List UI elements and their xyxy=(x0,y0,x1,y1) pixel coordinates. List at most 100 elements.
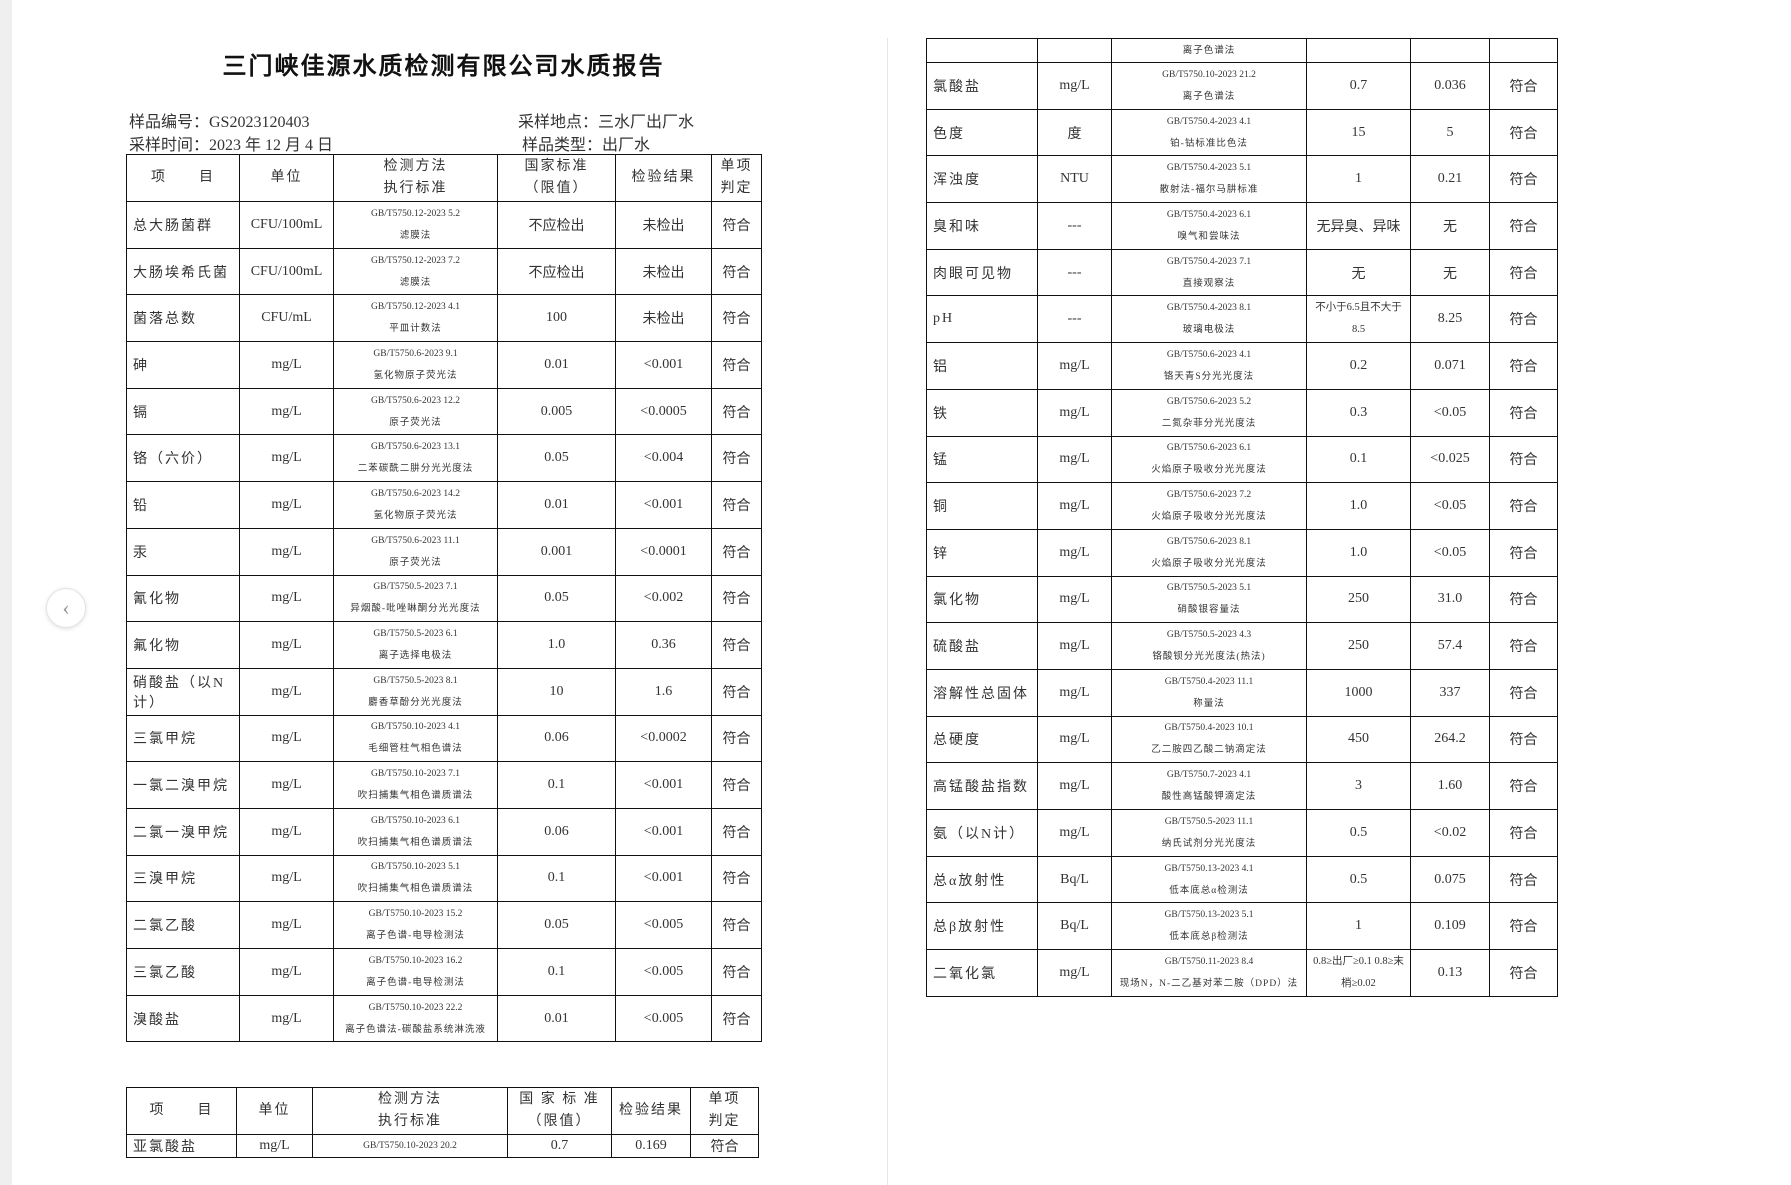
unit: mg/L xyxy=(1037,668,1112,717)
limit: 100 xyxy=(497,294,616,343)
table-row: 氯化物 mg/L GB/T5750.5-2023 5.1 硝酸银容量法 250 31.0 符… xyxy=(926,575,1558,624)
limit: 不应检出 xyxy=(497,201,616,249)
item-name: 大肠埃希氏菌 xyxy=(126,247,240,296)
table-row: 浑浊度 NTU GB/T5750.4-2023 5.1 散射法-福尔马肼标准 1 0.21… xyxy=(926,155,1558,204)
method: GB/T5750.10-2023 4.1 毛细管柱气相色谱法 xyxy=(333,714,498,763)
unit: mg/L xyxy=(1037,809,1112,857)
unit: CFU/mL xyxy=(239,294,334,343)
table-row: 二氯乙酸 mg/L GB/T5750.10-2023 15.2 离子色谱-电导检测法 0… xyxy=(126,901,762,949)
result: <0.05 xyxy=(1410,388,1490,437)
result: <0.0005 xyxy=(615,387,712,436)
unit: mg/L xyxy=(239,341,334,389)
previous-page-button[interactable]: ‹ xyxy=(46,588,86,628)
unit: mg/L xyxy=(239,761,334,809)
limit: 0.7 xyxy=(507,1134,612,1158)
item-name: 总大肠菌群 xyxy=(126,201,240,249)
table-header-row: 项 目 单位 检测方法 执行标准 国家标准 （限值） 检验结果 单项 判定 xyxy=(126,154,762,202)
method: GB/T5750.4-2023 11.1 称量法 xyxy=(1111,668,1307,717)
unit: mg/L xyxy=(239,901,334,949)
unit: mg/L xyxy=(1037,762,1112,810)
result: <0.002 xyxy=(615,574,712,623)
item-name: 砷 xyxy=(126,341,240,389)
method: GB/T5750.10-2023 5.1 吹扫捕集气相色谱质谱法 xyxy=(333,854,498,903)
report-title: 三门峡佳源水质检测有限公司水质报告 xyxy=(222,54,665,80)
judgement: 符合 xyxy=(1489,949,1558,997)
unit: mg/L xyxy=(1037,622,1112,670)
unit: mg/L xyxy=(1037,528,1112,577)
result: <0.001 xyxy=(615,854,712,903)
item-name: 硝酸盐（以N计） xyxy=(126,667,240,716)
limit: 0.001 xyxy=(497,527,616,576)
judgement: 符合 xyxy=(690,1134,759,1158)
table-row: 总β放射性 Bq/L GB/T5750.13-2023 5.1 低本底总β检测法 1 0.… xyxy=(926,902,1558,951)
item-name: 氯酸盐 xyxy=(926,62,1038,110)
method: GB/T5750.4-2023 7.1 直接观察法 xyxy=(1111,248,1307,297)
judgement: 符合 xyxy=(711,994,762,1043)
method: GB/T5750.6-2023 7.2 火焰原子吸收分光光度法 xyxy=(1111,482,1307,530)
sample-location: 采样地点：三水厂出厂水 xyxy=(518,114,695,131)
unit: mg/L xyxy=(239,574,334,623)
judgement: 符合 xyxy=(1489,902,1558,951)
result: <0.001 xyxy=(615,481,712,529)
continued-method-name: 离子色谱法 xyxy=(1111,38,1307,63)
judgement: 符合 xyxy=(711,807,762,856)
method: GB/T5750.13-2023 4.1 低本底总α检测法 xyxy=(1111,855,1307,904)
method: GB/T5750.13-2023 5.1 低本底总β检测法 xyxy=(1111,902,1307,951)
limit: 0.2 xyxy=(1306,342,1411,390)
result: 0.36 xyxy=(615,621,712,669)
table-row: 锰 mg/L GB/T5750.6-2023 6.1 火焰原子吸收分光光度法 0.1 <0… xyxy=(926,435,1558,484)
item-name: 氰化物 xyxy=(126,574,240,623)
result: <0.001 xyxy=(615,761,712,809)
limit: 0.06 xyxy=(497,807,616,856)
limit: 0.8≥出厂≥0.1 0.8≥末梢≥0.02 xyxy=(1306,949,1411,997)
result: 0.169 xyxy=(611,1134,691,1158)
results-table-left: 项 目 单位 检测方法 执行标准 国家标准 （限值） 检验结果 单项 判定 总大肠菌群… xyxy=(126,154,762,1043)
limit: 0.01 xyxy=(497,341,616,389)
limit: 0.1 xyxy=(497,948,616,996)
page-divider xyxy=(887,38,888,1185)
judgement: 符合 xyxy=(1489,575,1558,624)
method: GB/T5750.6-2023 4.1 铬天青S分光光度法 xyxy=(1111,342,1307,390)
table-row: 亚氯酸盐 mg/L GB/T5750.10-2023 20.2 0.7 0.169 符合 xyxy=(126,1134,759,1158)
sample-number: 样品编号：GS2023120403 xyxy=(129,114,310,131)
result: <0.0001 xyxy=(615,527,712,576)
result: <0.001 xyxy=(615,341,712,389)
method: GB/T5750.10-2023 22.2 离子色谱法-碳酸盐系统淋洗液 xyxy=(333,994,498,1043)
table-row: 硫酸盐 mg/L GB/T5750.5-2023 4.3 铬酸钡分光光度法(热法) 25… xyxy=(926,622,1558,670)
limit: 1000 xyxy=(1306,668,1411,717)
unit: mg/L xyxy=(239,667,334,716)
limit: 0.05 xyxy=(497,574,616,623)
method: GB/T5750.6-2023 6.1 火焰原子吸收分光光度法 xyxy=(1111,435,1307,484)
method: GB/T5750.6-2023 5.2 二氮杂菲分光光度法 xyxy=(1111,388,1307,437)
item-name: 二氯一溴甲烷 xyxy=(126,807,240,856)
method: GB/T5750.4-2023 10.1 乙二胺四乙酸二钠滴定法 xyxy=(1111,715,1307,764)
limit: 0.1 xyxy=(497,854,616,903)
table-row: 汞 mg/L GB/T5750.6-2023 11.1 原子荧光法 0.001 <0.00… xyxy=(126,527,762,576)
table-row: 砷 mg/L GB/T5750.6-2023 9.1 氢化物原子荧光法 0.01 <0.0… xyxy=(126,341,762,389)
judgement: 符合 xyxy=(1489,855,1558,904)
result: 337 xyxy=(1410,668,1490,717)
method: GB/T5750.5-2023 6.1 离子选择电极法 xyxy=(333,621,498,669)
judgement: 符合 xyxy=(1489,155,1558,204)
table-row: 氟化物 mg/L GB/T5750.5-2023 6.1 离子选择电极法 1.0 0.36… xyxy=(126,621,762,669)
method: GB/T5750.6-2023 9.1 氢化物原子荧光法 xyxy=(333,341,498,389)
limit: 1.0 xyxy=(497,621,616,669)
method: GB/T5750.6-2023 14.2 氢化物原子荧光法 xyxy=(333,481,498,529)
result: 57.4 xyxy=(1410,622,1490,670)
judgement: 符合 xyxy=(1489,809,1558,857)
method: GB/T5750.10-2023 6.1 吹扫捕集气相色谱质谱法 xyxy=(333,807,498,856)
item-name: 铬（六价） xyxy=(126,434,240,483)
table-row: 铅 mg/L GB/T5750.6-2023 14.2 氢化物原子荧光法 0.01 <0.… xyxy=(126,481,762,529)
judgement: 符合 xyxy=(1489,342,1558,390)
method: GB/T5750.10-2023 20.2 xyxy=(312,1134,508,1158)
judgement: 符合 xyxy=(1489,762,1558,810)
result: <0.001 xyxy=(615,807,712,856)
judgement: 符合 xyxy=(711,621,762,669)
item-name: 溴酸盐 xyxy=(126,994,240,1043)
result: <0.005 xyxy=(615,901,712,949)
table-row: 溴酸盐 mg/L GB/T5750.10-2023 22.2 离子色谱法-碳酸盐系统淋… xyxy=(126,994,762,1043)
table-row: 溶解性总固体 mg/L GB/T5750.4-2023 11.1 称量法 1000 337… xyxy=(926,668,1558,717)
table-row: 大肠埃希氏菌 CFU/100mL GB/T5750.12-2023 7.2 滤膜法 不应… xyxy=(126,247,762,296)
limit: 1 xyxy=(1306,155,1411,204)
unit: CFU/100mL xyxy=(239,201,334,249)
